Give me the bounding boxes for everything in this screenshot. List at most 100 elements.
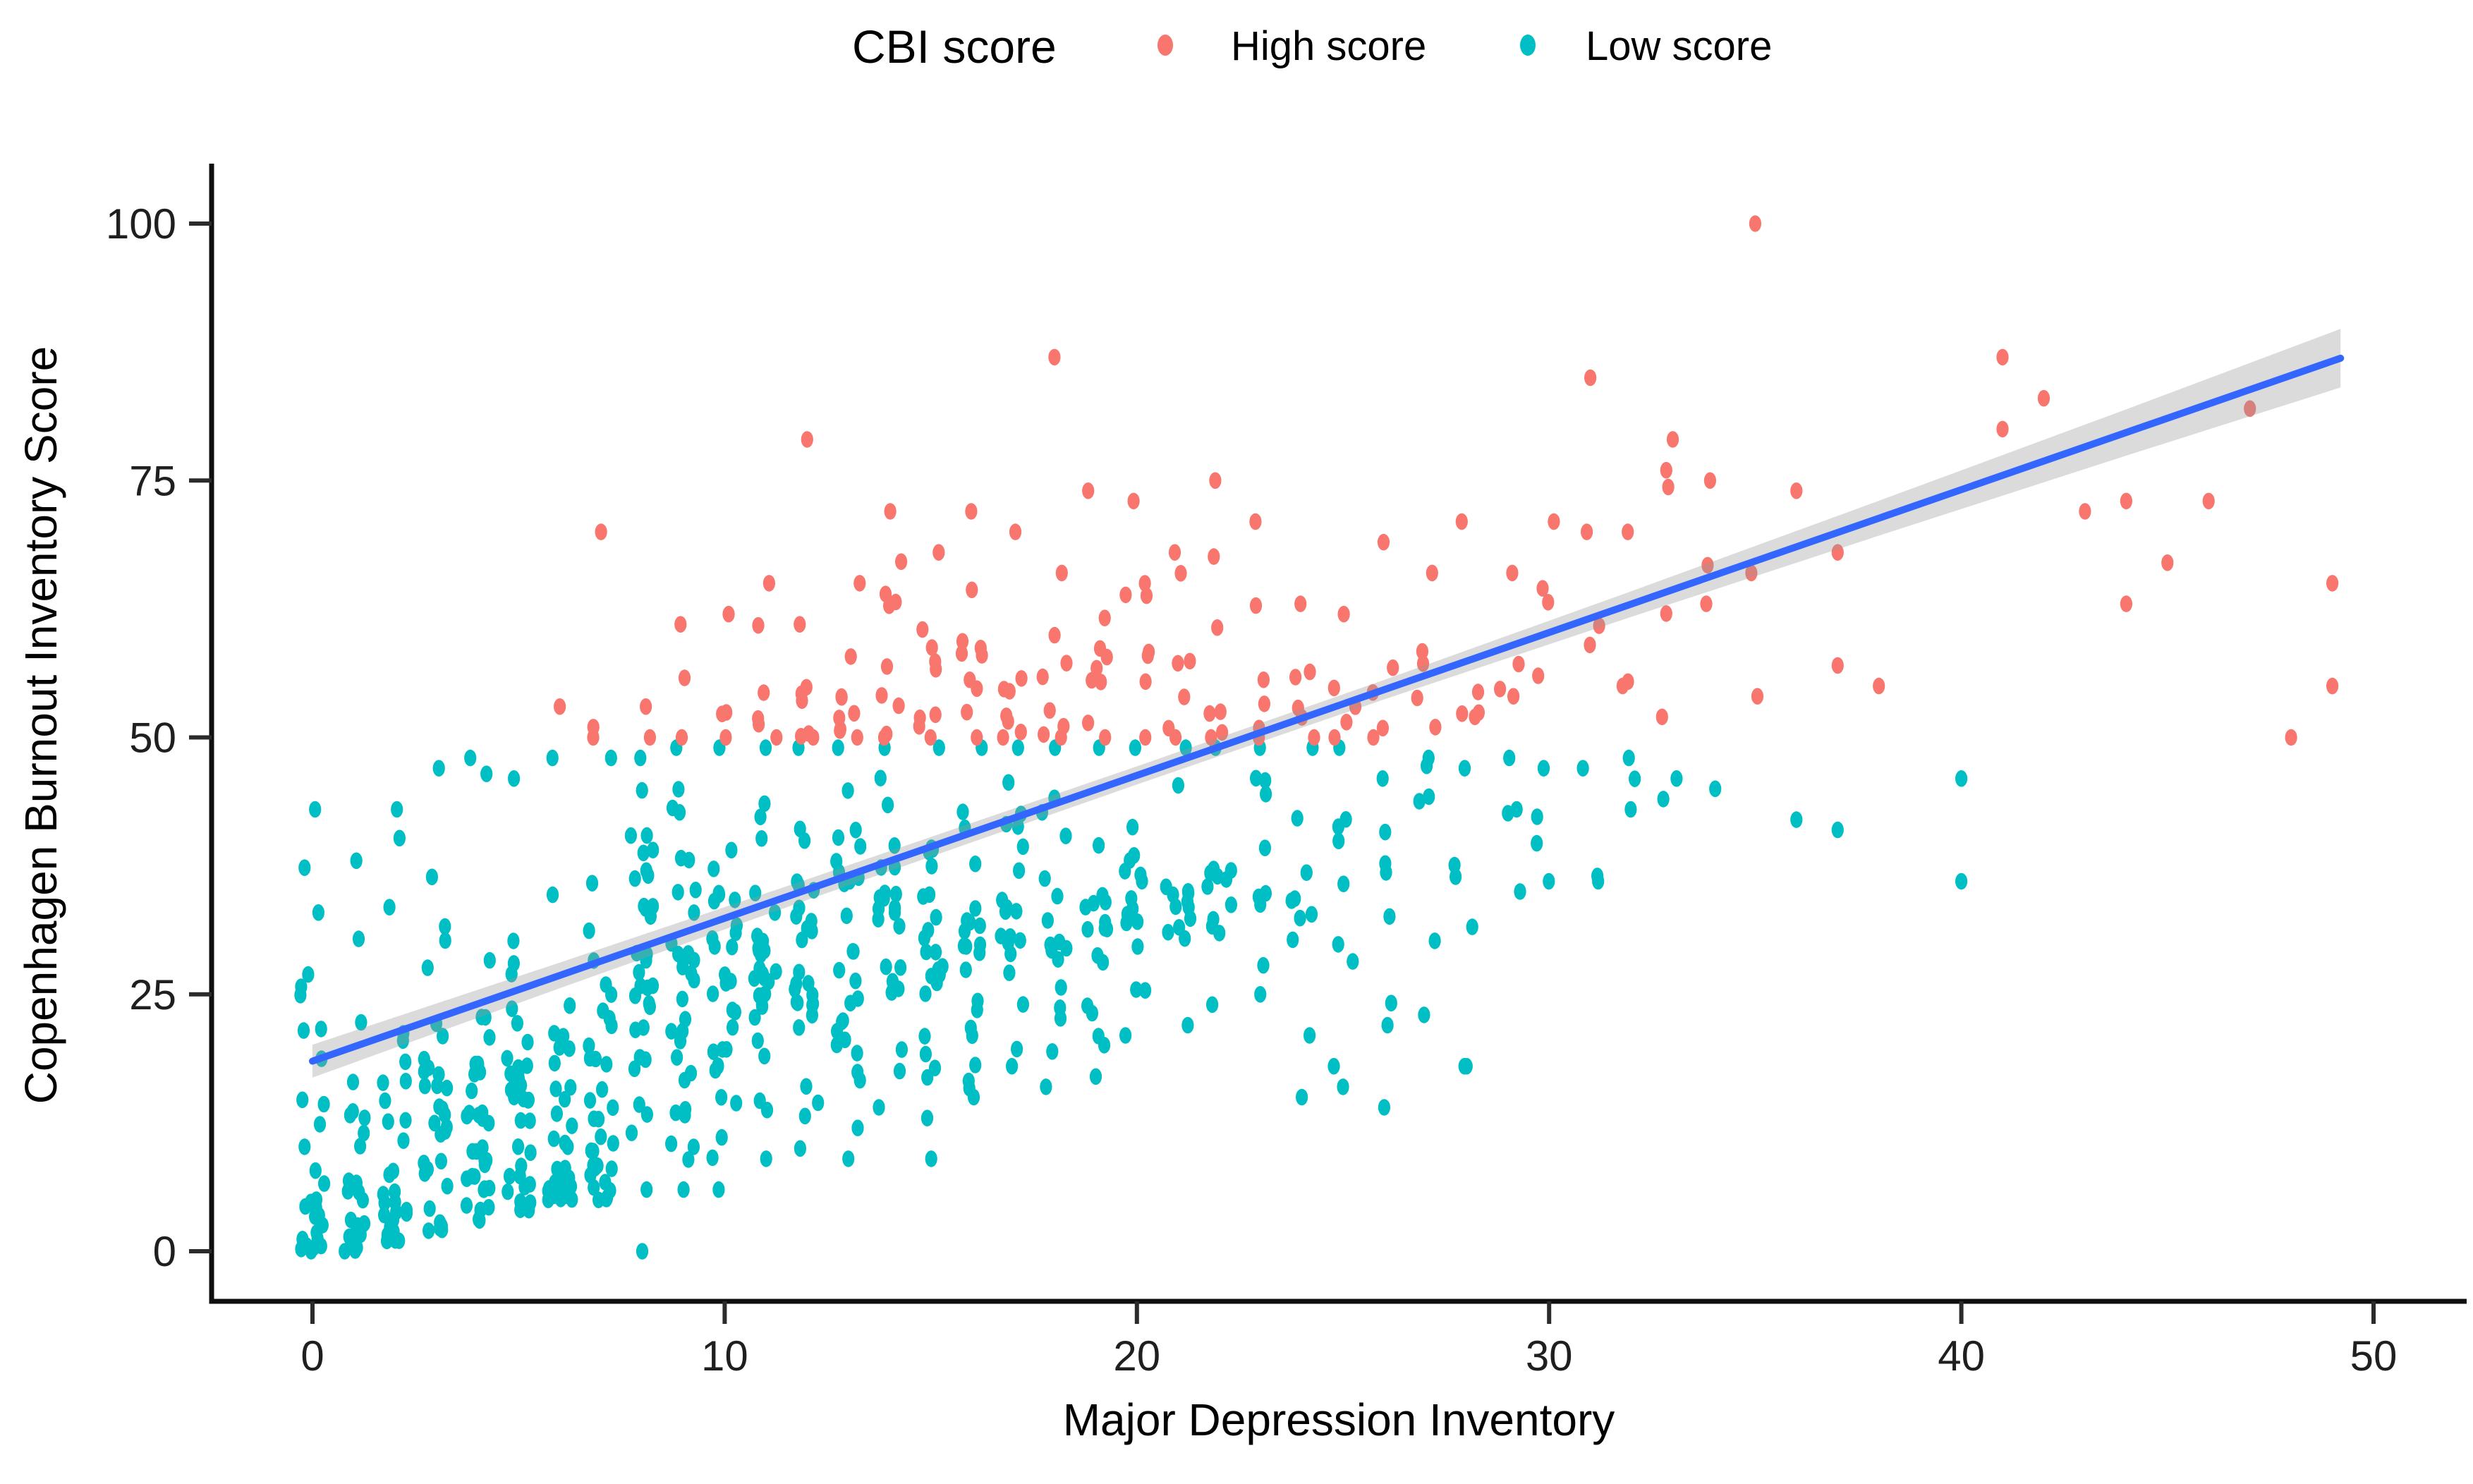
legend-item-low: Low score	[1520, 23, 1772, 69]
data-point	[851, 1045, 863, 1062]
data-point	[720, 704, 733, 721]
data-point	[851, 1064, 864, 1081]
data-point	[851, 729, 863, 746]
data-point	[466, 1082, 478, 1100]
data-point	[1249, 597, 1263, 614]
data-point	[956, 633, 969, 650]
legend-title: CBI score	[852, 20, 1057, 73]
data-point	[1831, 657, 1844, 674]
data-point	[2244, 400, 2256, 418]
data-point	[418, 1063, 430, 1080]
data-point	[1014, 724, 1027, 741]
data-point	[1254, 896, 1267, 913]
data-point	[794, 616, 806, 633]
data-point	[1379, 823, 1392, 841]
data-point	[1258, 839, 1271, 856]
data-point	[1576, 760, 1589, 777]
data-point	[1622, 673, 1634, 691]
data-point	[1655, 708, 1668, 726]
data-point	[1593, 617, 1605, 634]
data-point	[1009, 523, 1022, 540]
data-point	[1043, 702, 1056, 719]
data-point	[1327, 1057, 1340, 1075]
data-point	[641, 979, 654, 997]
data-point	[1048, 626, 1061, 644]
data-point	[1057, 717, 1070, 735]
high-score-key-icon	[1157, 35, 1173, 56]
data-point	[604, 1182, 616, 1199]
data-point	[800, 1078, 813, 1095]
data-point	[546, 886, 559, 904]
data-point	[1304, 1027, 1316, 1044]
data-point	[726, 938, 739, 956]
data-point	[873, 1099, 885, 1116]
data-point	[1119, 1027, 1132, 1044]
data-point	[480, 765, 493, 782]
data-point	[1119, 586, 1132, 604]
data-point	[1207, 911, 1220, 928]
data-point	[298, 859, 311, 876]
data-point	[666, 799, 679, 817]
data-point	[554, 698, 566, 715]
data-point	[1000, 899, 1013, 916]
data-point	[1168, 544, 1181, 561]
data-point	[1249, 513, 1262, 530]
data-point	[399, 1073, 412, 1090]
data-point	[812, 1094, 825, 1112]
data-point	[1254, 986, 1267, 1003]
data-point	[920, 943, 932, 961]
data-point	[1749, 215, 1761, 232]
data-point	[1332, 936, 1344, 953]
data-point	[564, 997, 576, 1014]
data-point	[1584, 369, 1597, 387]
data-point	[629, 1021, 642, 1038]
data-point	[836, 1013, 849, 1030]
data-point	[679, 1107, 691, 1124]
data-point	[435, 1217, 449, 1235]
data-point	[770, 729, 783, 746]
y-tick-labels: 0 25 50 75 100	[106, 200, 176, 1275]
data-point	[1327, 679, 1340, 697]
data-point	[1046, 1043, 1059, 1060]
data-point	[1259, 772, 1272, 789]
data-point	[2326, 677, 2339, 695]
data-point	[1996, 348, 2009, 366]
data-point	[1670, 770, 1683, 787]
data-point	[1201, 878, 1214, 895]
data-point	[523, 1112, 536, 1129]
data-point	[669, 1104, 682, 1121]
data-point	[1296, 1088, 1308, 1106]
data-point	[1657, 791, 1670, 808]
data-point	[1455, 513, 1468, 530]
data-point	[1377, 533, 1390, 551]
data-point	[791, 995, 804, 1011]
data-point	[1466, 918, 1478, 935]
data-point	[1010, 903, 1023, 920]
data-point	[682, 1151, 695, 1168]
data-point	[1225, 896, 1237, 913]
data-point	[583, 1092, 597, 1109]
data-point	[1181, 893, 1193, 910]
data-point	[1257, 956, 1270, 974]
data-point	[707, 1043, 720, 1060]
data-point	[474, 1201, 487, 1219]
data-point	[1055, 979, 1067, 996]
data-point	[423, 1200, 436, 1217]
data-point	[1531, 834, 1543, 852]
tick-label: 100	[106, 200, 176, 248]
data-point	[1206, 996, 1219, 1014]
data-point	[507, 955, 521, 972]
data-point	[1701, 556, 1714, 574]
data-point	[798, 1107, 811, 1125]
data-point	[428, 1114, 441, 1132]
data-point	[1169, 898, 1182, 916]
data-point	[1328, 729, 1341, 746]
data-point	[640, 1181, 653, 1198]
y-axis-title: Copenhagen Burnout Inventory Score	[16, 346, 66, 1105]
data-point	[929, 706, 942, 724]
data-point	[1136, 872, 1148, 890]
data-point	[1054, 999, 1067, 1016]
data-point	[751, 1032, 764, 1050]
data-point	[894, 959, 907, 976]
data-point	[1081, 997, 1094, 1014]
